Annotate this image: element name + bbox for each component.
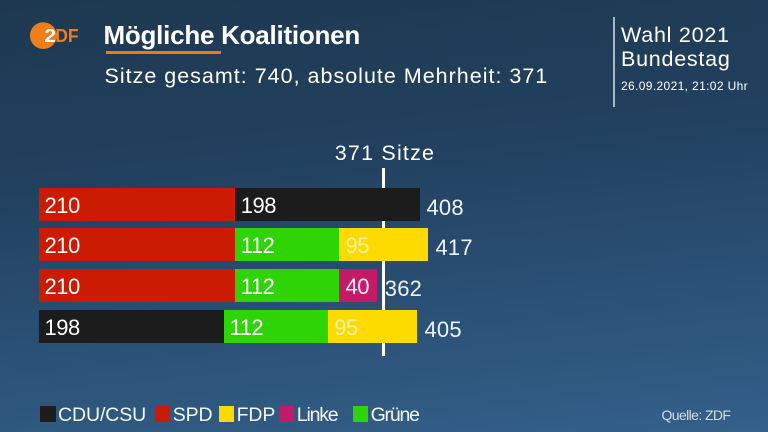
svg-text:2: 2 [44, 25, 56, 46]
svg-text:DF: DF [55, 25, 78, 46]
